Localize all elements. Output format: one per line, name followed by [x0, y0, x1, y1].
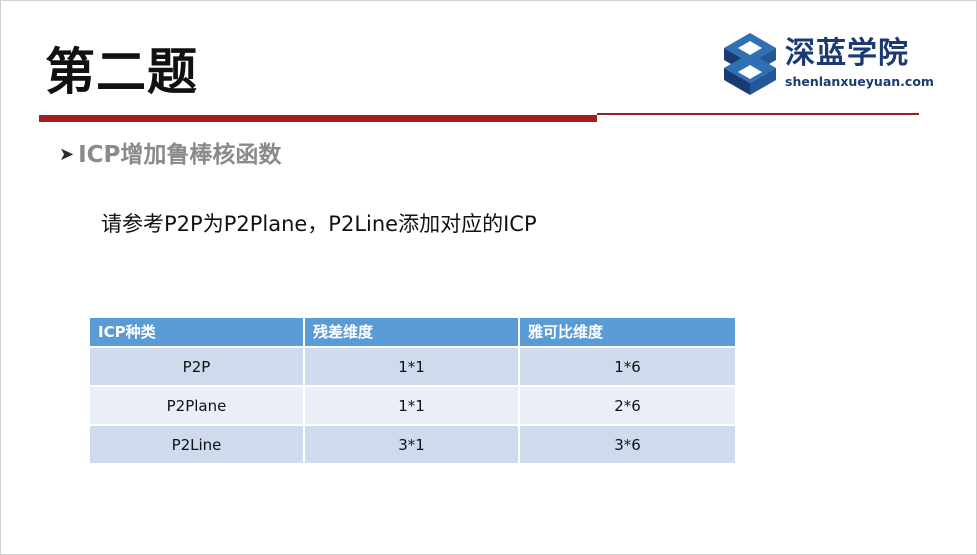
table-cell: 1*1 [303, 385, 520, 426]
table-cell: P2P [88, 346, 305, 387]
cube-s-logo-icon [724, 33, 776, 95]
logo-domain: shenlanxueyuan.com [785, 74, 934, 89]
bullet-heading: ➤ ICP增加鲁棒核函数 [59, 138, 281, 172]
table-row: P2Plane 1*1 2*6 [88, 385, 737, 426]
table-cell: 1*6 [518, 346, 737, 387]
slide-title: 第二题 [45, 43, 198, 101]
table-header-row: ICP种类 残差维度 雅可比维度 [88, 316, 737, 348]
table-header-cell: 残差维度 [303, 316, 520, 348]
instruction-text: 请参考P2P为P2Plane，P2Line添加对应的ICP [101, 212, 537, 236]
table-cell: 2*6 [518, 385, 737, 426]
table-cell: 1*1 [303, 346, 520, 387]
title-underline-thin [597, 113, 919, 115]
table-row: P2P 1*1 1*6 [88, 346, 737, 387]
table-header-cell: 雅可比维度 [518, 316, 737, 348]
table-cell: P2Line [88, 424, 305, 465]
table-header-cell: ICP种类 [88, 316, 305, 348]
table-cell: 3*6 [518, 424, 737, 465]
arrow-bullet-icon: ➤ [59, 144, 75, 165]
table-row: P2Line 3*1 3*6 [88, 424, 737, 465]
bullet-text: ICP增加鲁棒核函数 [78, 142, 282, 168]
table-cell: 3*1 [303, 424, 520, 465]
logo-chinese-name: 深蓝学院 [785, 36, 909, 71]
brand-logo: 深蓝学院 shenlanxueyuan.com [721, 29, 934, 99]
table-cell: P2Plane [88, 385, 305, 426]
icp-table: ICP种类 残差维度 雅可比维度 P2P 1*1 1*6 P2Plane 1*1… [88, 316, 737, 465]
title-underline-thick [39, 115, 597, 122]
